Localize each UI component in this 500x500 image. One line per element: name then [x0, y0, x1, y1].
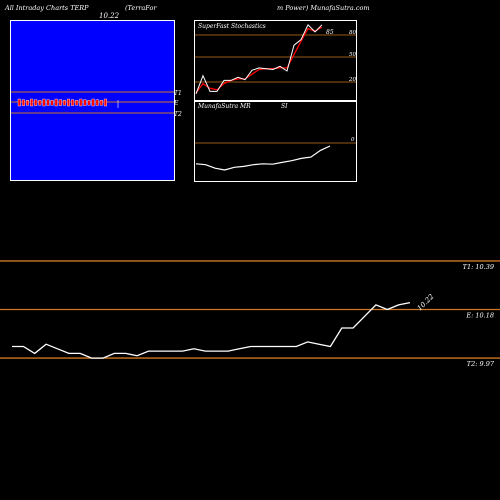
candle	[21, 99, 25, 106]
main-level-label-t2: T2: 9.97	[467, 360, 495, 368]
price-level-label-e: E	[173, 100, 179, 107]
stochastics-tick-80: 80	[349, 30, 356, 36]
candle	[50, 99, 54, 106]
stochastics-k-line	[195, 23, 323, 94]
stochastics-tick-20: 20	[348, 77, 356, 83]
candle	[83, 99, 87, 106]
candle	[38, 99, 42, 106]
stochastics-last-value: 85	[326, 29, 334, 36]
candle	[17, 98, 21, 107]
stochastics-tick-50: 50	[349, 52, 356, 58]
candle	[71, 99, 75, 106]
candle	[95, 99, 99, 106]
stochastics-panel	[194, 20, 357, 101]
main-level-label-t1: T1: 10.39	[463, 263, 494, 271]
candle	[103, 98, 107, 107]
candle	[46, 99, 50, 106]
candle	[99, 99, 103, 106]
candle	[66, 98, 70, 107]
candle-group	[17, 98, 107, 107]
main-level-label-e: E: 10.18	[465, 312, 494, 320]
mrsi-panel	[194, 101, 357, 182]
price-panel-last-price: 10.22	[99, 12, 120, 20]
candle	[75, 99, 79, 106]
stochastics-title: SuperFast Stochastics	[198, 23, 266, 30]
chart-header-center: (TerraFor	[125, 4, 157, 12]
chart-header-left: All Intraday Charts TERP	[5, 4, 89, 12]
mrsi-tick-0: 0	[351, 137, 355, 143]
candle	[26, 99, 30, 106]
candle	[79, 98, 83, 107]
mrsi-title-left: MunafaSutra MR	[198, 103, 251, 110]
mrsi-title-right: SI	[281, 103, 288, 110]
price-level-label-t2: T2	[174, 111, 182, 118]
candle	[62, 99, 66, 106]
mrsi-line	[195, 145, 331, 171]
candle	[30, 98, 34, 107]
candle	[91, 98, 95, 107]
price-level-label-t1: T1	[174, 90, 182, 97]
candle	[54, 98, 58, 107]
stochastics-d-line	[195, 26, 323, 94]
candle	[87, 99, 91, 106]
candle	[34, 99, 38, 106]
chart-header-right: m Power) MunafaSutra.com	[277, 4, 370, 12]
candle	[42, 98, 46, 107]
main-price-line	[12, 301, 411, 359]
candle	[58, 99, 62, 106]
